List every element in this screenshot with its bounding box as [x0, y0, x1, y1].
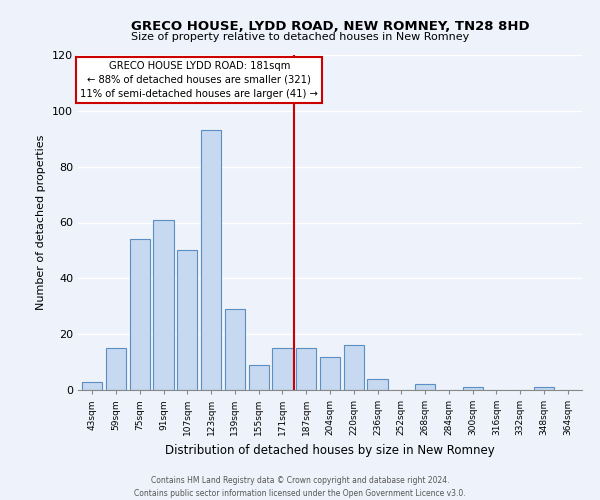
Bar	[272, 348, 293, 390]
Bar	[225, 309, 245, 390]
Text: GRECO HOUSE LYDD ROAD: 181sqm
← 88% of detached houses are smaller (321)
11% of : GRECO HOUSE LYDD ROAD: 181sqm ← 88% of d…	[80, 60, 318, 98]
Bar	[82, 382, 103, 390]
Bar	[296, 348, 316, 390]
Text: Contains HM Land Registry data © Crown copyright and database right 2024.
Contai: Contains HM Land Registry data © Crown c…	[134, 476, 466, 498]
Bar	[106, 348, 126, 390]
Bar	[177, 250, 197, 390]
Title: GRECO HOUSE, LYDD ROAD, NEW ROMNEY, TN28 8HD: GRECO HOUSE, LYDD ROAD, NEW ROMNEY, TN28…	[131, 20, 529, 33]
Bar	[463, 387, 483, 390]
Bar	[154, 220, 173, 390]
X-axis label: Distribution of detached houses by size in New Romney: Distribution of detached houses by size …	[165, 444, 495, 456]
Y-axis label: Number of detached properties: Number of detached properties	[37, 135, 46, 310]
Bar	[201, 130, 221, 390]
Bar	[534, 387, 554, 390]
Text: Size of property relative to detached houses in New Romney: Size of property relative to detached ho…	[131, 32, 469, 42]
Bar	[248, 365, 269, 390]
Bar	[415, 384, 435, 390]
Bar	[344, 346, 364, 390]
Bar	[320, 356, 340, 390]
Bar	[367, 379, 388, 390]
Bar	[130, 240, 150, 390]
